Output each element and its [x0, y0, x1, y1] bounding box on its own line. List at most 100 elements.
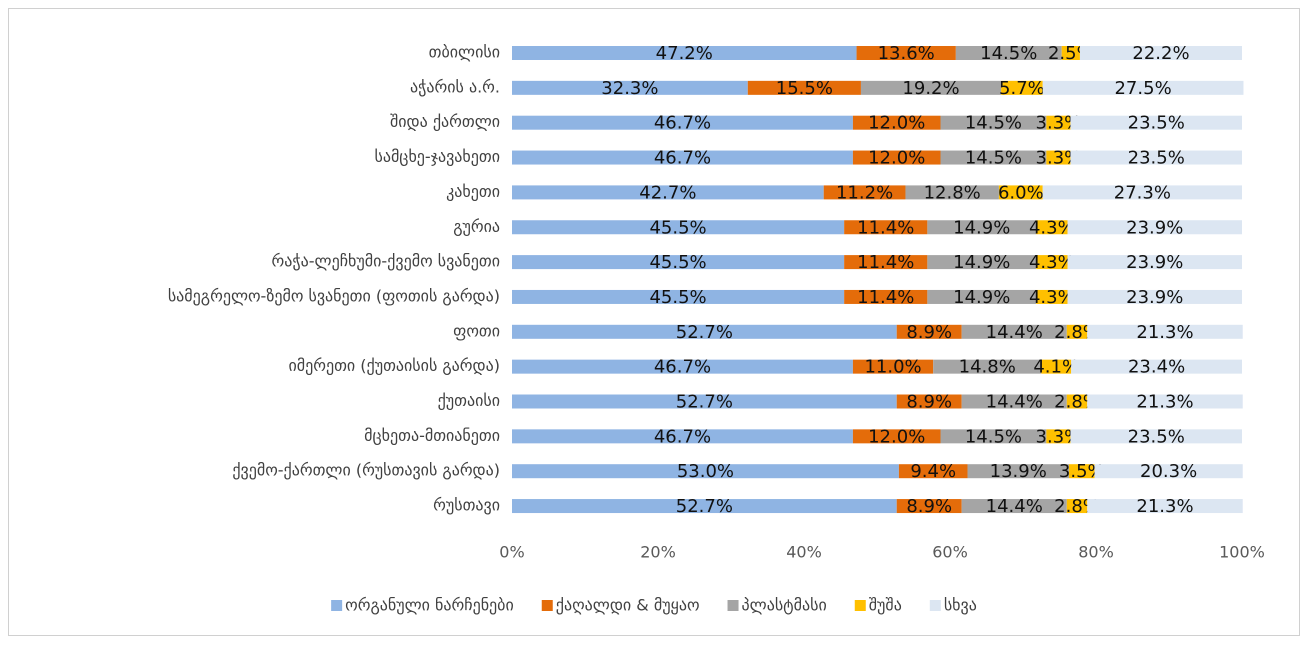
data-label: 32.3% — [601, 78, 658, 99]
bar-segment — [1079, 46, 1242, 60]
data-label: 14.9% — [953, 287, 1010, 308]
bar-segment — [905, 185, 999, 200]
data-label: 15.5% — [776, 78, 833, 99]
bar-segment — [898, 464, 968, 479]
data-label: 13.9% — [990, 461, 1047, 482]
data-label: 23.5% — [1128, 148, 1185, 169]
legend-label: ორგანული ნარჩენები — [345, 596, 514, 615]
bar-segment — [933, 359, 1042, 374]
bar-segment — [1036, 255, 1068, 270]
bar-segment — [512, 80, 748, 95]
data-label: 22.2% — [1132, 43, 1189, 64]
category-label: მცხეთა-მთიანეთი — [364, 426, 500, 445]
data-label: 14.4% — [986, 322, 1043, 343]
bar-segment — [1046, 150, 1071, 165]
bar-segment — [1042, 185, 1242, 200]
legend-swatch — [331, 600, 343, 611]
data-label: 8.9% — [906, 392, 952, 413]
bar-segment — [852, 150, 941, 165]
category-label: რაჭა-ლეჩხუმი-ქვემო სვანეთი — [271, 252, 500, 271]
data-label: 23.9% — [1126, 287, 1183, 308]
legend-label: ქაღალდი & მუყაო — [556, 596, 700, 615]
x-tick-label: 80% — [1078, 543, 1114, 562]
data-label: 23.5% — [1128, 426, 1185, 447]
bar-segment — [1094, 464, 1243, 479]
data-label: 12.8% — [924, 182, 981, 203]
data-label: 52.7% — [676, 392, 733, 413]
category-label: სამცხე-ჯავახეთი — [374, 147, 500, 166]
category-label: ქვემო-ქართლი (რუსთავის გარდა) — [232, 461, 500, 480]
bar-segment — [1067, 220, 1242, 235]
legend-label: შუშა — [869, 596, 902, 615]
bar-segment — [856, 46, 956, 60]
bar-segment — [852, 115, 941, 130]
data-label: 4.1% — [1033, 357, 1079, 378]
data-label: 11.2% — [836, 182, 893, 203]
bar-segment — [512, 429, 853, 444]
data-label: 5.7% — [999, 78, 1045, 99]
data-label: 21.3% — [1136, 496, 1193, 517]
bar-segment — [1067, 255, 1242, 270]
bar-segment — [927, 255, 1037, 270]
data-label: 21.3% — [1136, 322, 1193, 343]
category-label: შიდა ქართლი — [390, 112, 500, 131]
category-label: რუსთავი — [433, 496, 500, 515]
bar-segment — [1066, 499, 1088, 514]
data-label: 3.5% — [1059, 461, 1105, 482]
bar-segment — [852, 359, 934, 374]
data-label: 23.9% — [1126, 217, 1183, 238]
data-label: 3.3% — [1036, 148, 1082, 169]
data-label: 27.3% — [1114, 182, 1171, 203]
bar-segment — [512, 255, 845, 270]
category-label: სამეგრელო-ზემო სვანეთი (ფოთის გარდა) — [168, 286, 500, 305]
bar-segment — [1070, 429, 1242, 444]
bar-segment — [512, 394, 897, 409]
bar-segment — [844, 255, 928, 270]
x-tick-label: 100% — [1219, 543, 1265, 562]
bar-segment — [1068, 464, 1095, 479]
bar-segment — [896, 394, 962, 409]
bar-segment — [1070, 150, 1242, 165]
category-label: ფოთი — [453, 321, 500, 340]
data-label: 12.0% — [868, 113, 925, 134]
category-label: იმერეთი (ქუთაისის გარდა) — [288, 356, 500, 375]
bar-segment — [1087, 499, 1243, 514]
bar-segment — [1087, 394, 1243, 409]
bar-segment — [998, 185, 1043, 200]
bar-segment — [747, 80, 861, 95]
category-label: გურია — [453, 217, 500, 236]
data-label: 11.4% — [857, 217, 914, 238]
bar-segment — [1046, 429, 1071, 444]
data-label: 3.3% — [1036, 113, 1082, 134]
category-label: თბილისი — [429, 43, 500, 62]
bar-segment — [512, 289, 845, 304]
bar-segment — [896, 324, 962, 339]
data-label: 14.4% — [986, 392, 1043, 413]
bar-segment — [961, 394, 1067, 409]
bar-segment — [1071, 359, 1242, 374]
bar-segment — [955, 46, 1062, 60]
data-label: 46.7% — [654, 148, 711, 169]
bar-segment — [1066, 324, 1088, 339]
bar-segment — [823, 185, 906, 200]
data-label: 12.0% — [868, 148, 925, 169]
category-label: კახეთი — [446, 182, 500, 201]
bar-segment — [512, 46, 857, 60]
data-label: 23.5% — [1128, 113, 1185, 134]
bar-segment — [1067, 289, 1242, 304]
data-label: 11.0% — [864, 357, 921, 378]
bar-segment — [844, 289, 928, 304]
bar-segment — [512, 115, 853, 130]
data-label: 14.5% — [965, 113, 1022, 134]
data-label: 4.3% — [1029, 287, 1075, 308]
legend-label: სხვა — [944, 596, 977, 615]
bar-segment — [860, 80, 1002, 95]
data-label: 46.7% — [654, 357, 711, 378]
category-label: ქუთაისი — [438, 391, 500, 410]
data-label: 46.7% — [654, 426, 711, 447]
bar-segment — [940, 115, 1047, 130]
data-label: 13.6% — [878, 43, 935, 64]
data-label: 47.2% — [656, 43, 713, 64]
data-label: 14.8% — [959, 357, 1016, 378]
bar-segment — [852, 429, 941, 444]
